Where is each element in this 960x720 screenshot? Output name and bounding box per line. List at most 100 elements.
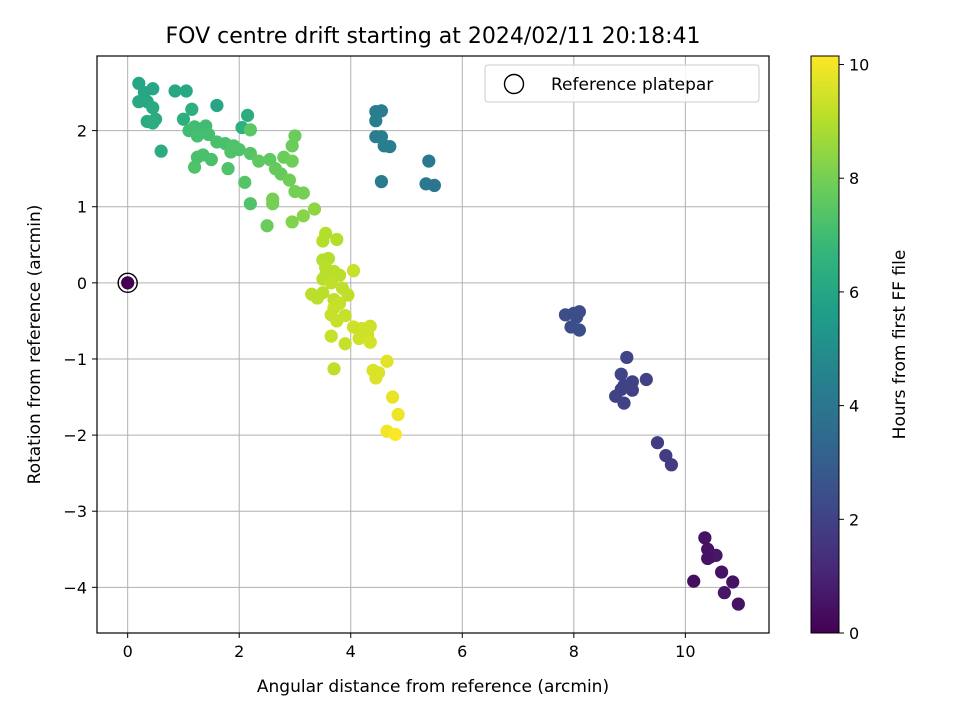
data-point [266, 197, 280, 211]
x-tick-label: 2 [234, 642, 244, 661]
grid-lines [97, 56, 769, 633]
x-tick-label: 10 [675, 642, 695, 661]
data-point [650, 436, 665, 450]
data-point [327, 362, 341, 376]
colorbar-tick-label: 6 [849, 283, 859, 302]
y-tick-label: −2 [63, 426, 87, 445]
x-axis-label: Angular distance from reference (arcmin) [257, 677, 609, 697]
data-point [385, 390, 400, 404]
data-point [288, 129, 302, 143]
data-point [296, 186, 310, 200]
y-axis-label: Rotation from reference (arcmin) [25, 205, 45, 485]
colorbar-tick-label: 8 [849, 169, 859, 188]
data-point [380, 354, 394, 368]
x-tick-label: 0 [123, 642, 133, 661]
data-point [338, 337, 352, 351]
data-point [201, 127, 216, 142]
data-point [185, 102, 199, 116]
data-point [154, 144, 168, 158]
y-tick-label: −1 [63, 350, 87, 369]
data-point [374, 104, 389, 118]
data-point [176, 112, 191, 126]
data-point [346, 264, 361, 278]
data-point [687, 574, 701, 588]
data-point [146, 101, 160, 115]
colorbar-tick-label: 2 [849, 510, 859, 529]
legend-box [484, 64, 760, 103]
colorbar-tick-label: 4 [849, 397, 859, 416]
data-point [243, 146, 257, 161]
colorbar-ticks: 0 2 4 6 8 10 [839, 56, 869, 643]
data-point [332, 268, 347, 282]
data-point [187, 160, 202, 174]
reference-marker [117, 272, 138, 294]
data-point [224, 145, 238, 159]
data-point [179, 84, 193, 98]
plot-frame [96, 55, 770, 634]
data-point [374, 175, 389, 189]
legend-marker-reference [503, 73, 525, 95]
data-point [319, 226, 333, 240]
data-point [307, 202, 322, 216]
data-point [282, 173, 296, 187]
data-point [726, 575, 740, 589]
data-point [352, 331, 366, 346]
colorbar [811, 56, 839, 633]
data-point [698, 531, 712, 545]
data-point [572, 323, 586, 337]
data-point [383, 139, 397, 154]
colorbar-frame [810, 55, 840, 634]
data-point [204, 152, 218, 167]
data-point [363, 335, 377, 349]
data-point [146, 82, 160, 96]
data-point [388, 427, 402, 441]
y-tick-label: −4 [63, 578, 87, 597]
data-point [296, 209, 310, 223]
data-point [427, 178, 441, 193]
colorbar-tick-label: 10 [849, 56, 869, 75]
data-point [717, 586, 731, 600]
y-tick-label: 1 [77, 198, 87, 217]
y-tick-label: 0 [77, 274, 87, 293]
data-point [324, 329, 338, 343]
data-point [369, 114, 383, 128]
data-point [285, 215, 299, 229]
data-point [617, 396, 631, 410]
data-point [316, 286, 330, 300]
data-points [132, 76, 745, 611]
data-point [570, 310, 584, 324]
x-axis-ticks: 0 2 4 6 8 10 [123, 633, 696, 661]
y-axis-ticks: −4 −3 −2 −1 0 1 2 [63, 122, 97, 597]
data-point [714, 565, 729, 579]
legend: Reference platepar [484, 64, 760, 103]
data-point [238, 175, 252, 189]
data-point [210, 98, 224, 113]
data-point [701, 551, 715, 566]
data-point [614, 367, 628, 381]
reference-point [121, 276, 135, 290]
data-point [146, 116, 160, 130]
data-point [639, 372, 653, 387]
colorbar-tick-label: 0 [849, 624, 859, 643]
data-point [285, 154, 299, 168]
data-point [731, 597, 745, 611]
legend-entry-reference: Reference platepar [551, 75, 713, 95]
data-point [620, 350, 634, 365]
data-point [324, 276, 338, 290]
reference-ring [117, 272, 138, 294]
data-point [664, 458, 679, 472]
x-tick-label: 4 [346, 642, 356, 661]
x-tick-label: 6 [457, 642, 467, 661]
y-tick-label: 2 [77, 122, 87, 141]
data-point [168, 84, 182, 98]
data-point [422, 154, 436, 168]
y-tick-label: −3 [63, 502, 87, 521]
data-point [243, 123, 257, 137]
data-point [341, 288, 355, 302]
data-point [369, 371, 383, 385]
data-point [285, 139, 299, 153]
data-point [330, 314, 344, 328]
data-point [625, 383, 639, 397]
data-point [252, 154, 266, 168]
